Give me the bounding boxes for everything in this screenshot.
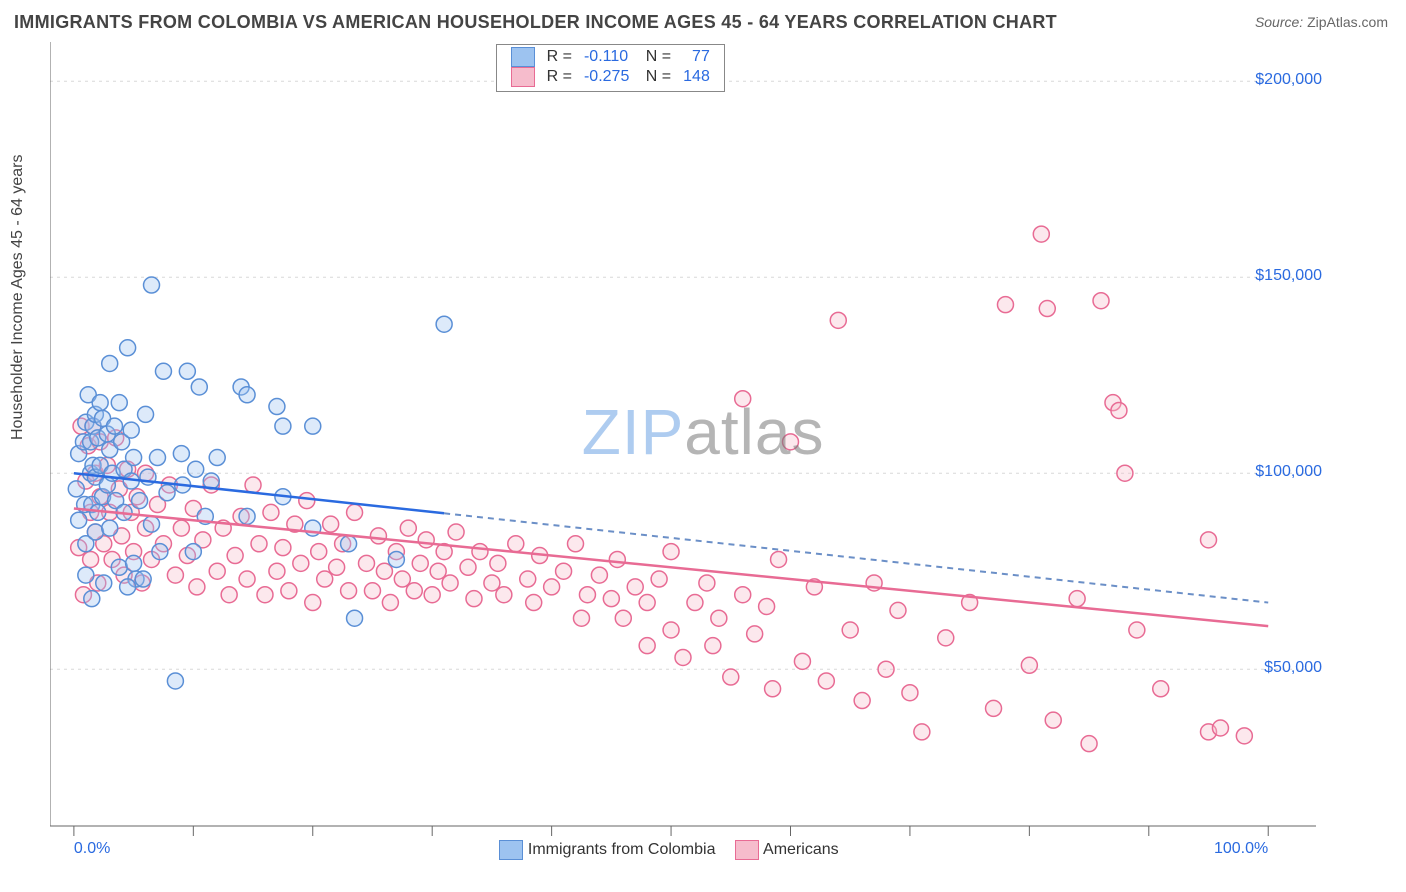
axis-tick-label: 0.0% (74, 840, 110, 858)
axis-tick-label: $50,000 (1264, 659, 1322, 677)
legend-item: Americans (735, 840, 838, 860)
source-label: Source: (1255, 14, 1303, 30)
legend-item: Immigrants from Colombia (499, 840, 715, 860)
correlation-legend: R =-0.110 N =77R =-0.275 N =148 (496, 44, 725, 92)
scatter-plot (50, 42, 1316, 838)
axis-tick-label: $150,000 (1255, 267, 1322, 285)
series-legend: Immigrants from Colombia Americans (499, 840, 838, 860)
source-credit: Source: ZipAtlas.com (1255, 14, 1388, 30)
axis-tick-label: 100.0% (1214, 840, 1268, 858)
chart-title: IMMIGRANTS FROM COLOMBIA VS AMERICAN HOU… (14, 12, 1057, 33)
chart-container: IMMIGRANTS FROM COLOMBIA VS AMERICAN HOU… (0, 0, 1406, 892)
axis-tick-label: $100,000 (1255, 463, 1322, 481)
source-link[interactable]: ZipAtlas.com (1307, 14, 1388, 30)
axis-tick-label: $200,000 (1255, 71, 1322, 89)
y-axis-label: Householder Income Ages 45 - 64 years (9, 155, 27, 441)
